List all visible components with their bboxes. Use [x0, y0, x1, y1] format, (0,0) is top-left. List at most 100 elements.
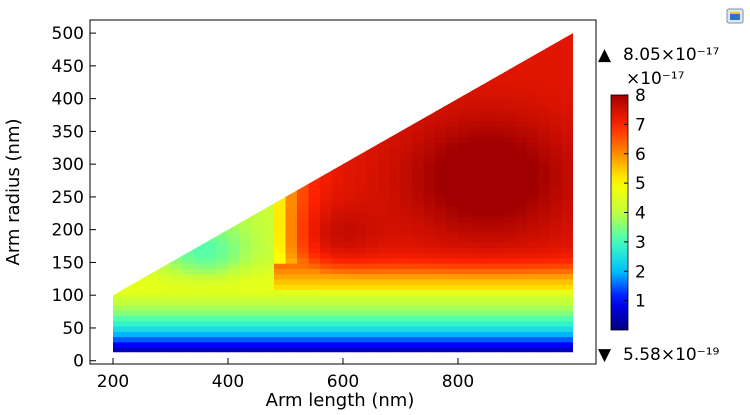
heatmap-cell: [274, 299, 287, 306]
heatmap-cell: [423, 116, 436, 123]
heatmap-cell: [136, 294, 149, 301]
heatmap-cell: [412, 221, 425, 227]
heatmap-cell: [550, 284, 563, 290]
heatmap-cell: [435, 163, 448, 170]
heatmap-cell: [320, 289, 333, 296]
heatmap-cell: [412, 242, 425, 248]
heatmap-cell: [216, 236, 229, 243]
heatmap-cell: [251, 273, 264, 280]
heatmap-cell: [469, 346, 482, 353]
heatmap-cell: [389, 132, 402, 138]
heatmap-cell: [262, 273, 275, 280]
heatmap-cell: [469, 310, 482, 317]
heatmap-cell: [193, 289, 206, 296]
heatmap-cell: [492, 179, 505, 186]
heatmap-cell: [400, 194, 413, 201]
heatmap-cell: [550, 84, 563, 91]
heatmap-cell: [354, 315, 367, 322]
heatmap-cell: [446, 121, 459, 128]
heatmap-cell: [124, 284, 137, 290]
heatmap-cell: [423, 305, 436, 311]
heatmap-cell: [239, 305, 252, 311]
heatmap-cell: [354, 257, 367, 264]
heatmap-cell: [308, 346, 321, 353]
heatmap-cell: [550, 111, 563, 117]
heatmap-cell: [550, 58, 563, 65]
heatmap-cell: [331, 184, 344, 191]
window-icon[interactable]: [726, 8, 744, 24]
heatmap-cell: [538, 100, 551, 107]
heatmap-cell: [228, 346, 241, 353]
heatmap-cell: [538, 205, 551, 212]
heatmap-cell: [458, 284, 471, 290]
heatmap-cell: [239, 299, 252, 306]
heatmap-cell: [435, 252, 448, 259]
heatmap-cell: [389, 242, 402, 248]
heatmap-cell: [515, 326, 528, 332]
heatmap-cell: [527, 231, 540, 238]
x-tick-label: 800: [442, 372, 474, 392]
heatmap-cell: [435, 226, 448, 233]
heatmap-cell: [423, 242, 436, 248]
colorbar-tick-label: 7: [635, 115, 646, 135]
heatmap-cell: [297, 326, 310, 332]
heatmap-cell: [136, 284, 149, 290]
heatmap-cell: [124, 320, 137, 327]
heatmap-cell: [251, 210, 264, 217]
heatmap-cell: [343, 168, 356, 175]
heatmap-cell: [469, 236, 482, 243]
heatmap-cell: [446, 163, 459, 170]
heatmap-cell: [400, 305, 413, 311]
heatmap-cell: [320, 268, 333, 275]
heatmap-cell: [527, 84, 540, 91]
heatmap-cell: [412, 132, 425, 138]
heatmap-cell: [297, 247, 310, 254]
heatmap-cell: [446, 320, 459, 327]
heatmap-cell: [550, 341, 563, 348]
heatmap-cell: [446, 215, 459, 222]
heatmap-cell: [423, 189, 436, 196]
heatmap-cell: [354, 305, 367, 311]
heatmap-cell: [170, 299, 183, 306]
heatmap-cell: [515, 226, 528, 233]
heatmap-cell: [377, 168, 390, 175]
heatmap-cell: [527, 294, 540, 301]
heatmap-cell: [492, 273, 505, 280]
heatmap-cell: [504, 90, 517, 96]
heatmap-cell: [228, 305, 241, 311]
heatmap-cell: [504, 147, 517, 154]
heatmap-cell: [423, 341, 436, 348]
heatmap-cell: [366, 221, 379, 227]
heatmap-cell: [262, 247, 275, 254]
heatmap-cell: [538, 226, 551, 233]
heatmap-cell: [274, 221, 287, 227]
heatmap-cell: [297, 336, 310, 343]
heatmap-cell: [113, 331, 126, 338]
heatmap-cell: [308, 341, 321, 348]
heatmap-cell: [515, 153, 528, 159]
heatmap-cell: [527, 105, 540, 112]
heatmap-cell: [550, 257, 563, 264]
heatmap-cell: [331, 320, 344, 327]
heatmap-cell: [504, 121, 517, 128]
heatmap-cell: [320, 263, 333, 269]
heatmap-cell: [274, 231, 287, 238]
heatmap-cell: [343, 289, 356, 296]
heatmap-cell: [320, 194, 333, 201]
heatmap-cell: [458, 100, 471, 107]
heatmap-cell: [538, 221, 551, 227]
heatmap-cell: [251, 315, 264, 322]
heatmap-cell: [550, 294, 563, 301]
heatmap-cell: [377, 184, 390, 191]
heatmap-cell: [400, 163, 413, 170]
heatmap-cell: [492, 331, 505, 338]
heatmap-cell: [435, 289, 448, 296]
heatmap-cell: [504, 194, 517, 201]
heatmap-cell: [228, 326, 241, 332]
heatmap-cell: [423, 163, 436, 170]
heatmap-cell: [182, 305, 195, 311]
heatmap-cell: [331, 331, 344, 338]
heatmap-cell: [343, 284, 356, 290]
heatmap-cell: [561, 263, 573, 269]
heatmap-cell: [366, 278, 379, 285]
